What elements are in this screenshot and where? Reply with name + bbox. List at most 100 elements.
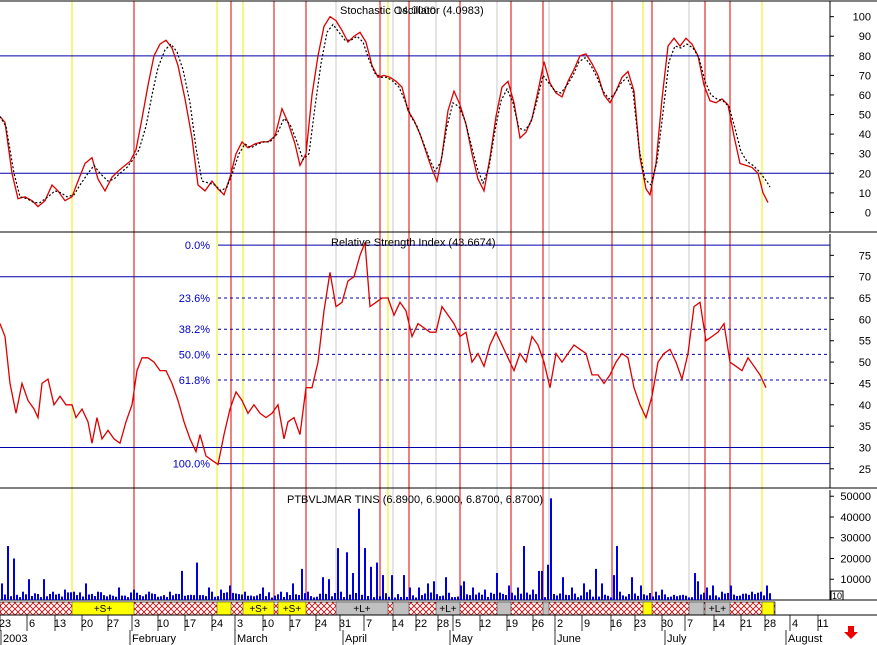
volume-bar — [289, 595, 291, 600]
volume-bar — [640, 585, 642, 600]
y-tick-label: 20000 — [840, 553, 871, 565]
volume-bar — [634, 593, 636, 600]
volume-bar — [688, 597, 690, 600]
series-line-k — [0, 15, 769, 208]
volume-bar — [154, 594, 156, 600]
scroll-down-arrow-icon[interactable] — [844, 626, 858, 639]
x-tick-label: 3 — [237, 618, 243, 630]
volume-bar — [196, 562, 198, 600]
volume-bar — [220, 589, 222, 600]
y-tick-label: 50 — [859, 110, 871, 122]
signal-label: +L+ — [353, 604, 370, 615]
volume-bar — [769, 593, 771, 600]
month-label: May — [452, 633, 473, 645]
volume-bar — [676, 596, 678, 600]
y-tick-label: 70 — [859, 70, 871, 82]
volume-bar — [406, 596, 408, 600]
volume-bar — [481, 594, 483, 600]
volume-bar — [127, 597, 129, 600]
volume-bar — [421, 595, 423, 600]
volume-bar — [541, 570, 543, 600]
x-tick-label: 4 — [792, 618, 798, 630]
volume-bar — [10, 596, 12, 600]
x-tick-label: 2 — [557, 618, 563, 630]
series-line-d — [0, 23, 771, 204]
volume-bar — [136, 592, 138, 600]
volume-bar — [601, 583, 603, 600]
volume-bar — [130, 592, 132, 600]
signal-label: +S+ — [249, 604, 268, 615]
volume-bar — [367, 596, 369, 600]
volume-bar — [241, 594, 243, 600]
volume-bar — [691, 597, 693, 600]
volume-bar — [292, 583, 294, 600]
x-tick-label: 23 — [0, 618, 11, 630]
volume-bar — [355, 593, 357, 600]
volume-bar — [712, 585, 714, 600]
volume-bar — [379, 596, 381, 600]
y-tick-label: 50 — [859, 357, 871, 369]
x-tick-label: 12 — [479, 618, 491, 630]
volume-bar — [436, 594, 438, 600]
volume-bar — [283, 597, 285, 600]
volume-bar — [736, 596, 738, 600]
volume-bar — [214, 596, 216, 600]
volume-bar — [568, 595, 570, 600]
volume-bar — [4, 594, 6, 600]
volume-bar — [22, 591, 24, 600]
volume-bar — [262, 587, 264, 600]
volume-bar — [349, 594, 351, 600]
volume-bar — [583, 583, 585, 600]
volume-bar — [331, 596, 333, 600]
x-tick-label: 27 — [107, 618, 119, 630]
volume-bar — [511, 592, 513, 600]
volume-bar — [325, 593, 327, 600]
volume-bar — [700, 594, 702, 600]
volume-bar — [217, 596, 219, 600]
volume-bar — [139, 595, 141, 600]
volume-bar — [286, 592, 288, 600]
volume-bar — [346, 552, 348, 600]
volume-bar — [628, 594, 630, 600]
x-tick-label: 26 — [532, 618, 544, 630]
volume-bar — [88, 594, 90, 600]
x-tick-label: 28 — [764, 618, 776, 630]
y-tick-label: 80 — [859, 51, 871, 63]
signal-block — [542, 601, 550, 616]
volume-bar — [553, 594, 555, 600]
month-label: August — [788, 633, 822, 645]
volume-bar — [760, 591, 762, 600]
month-label: July — [667, 633, 687, 645]
y-tick-label: 40000 — [840, 512, 871, 524]
y-tick-label: 30000 — [840, 533, 871, 545]
signal-block — [496, 601, 512, 616]
x-tick-label: 6 — [29, 618, 35, 630]
volume-bar — [589, 589, 591, 600]
volume-bar — [58, 593, 60, 600]
x-tick-label: 5 — [455, 618, 461, 630]
volume-bar — [181, 570, 183, 600]
volume-bar — [337, 548, 339, 600]
volume-bar — [259, 593, 261, 600]
volume-bar — [178, 594, 180, 600]
volume-bar — [28, 579, 30, 600]
volume-bar — [646, 595, 648, 600]
volume-bar — [763, 595, 765, 600]
fib-level-label: 50.0% — [179, 349, 210, 361]
x-axis: 23 6 13 20 27 3 10 17 24 3 10 17 24 31 7 14 22 28 5 12 19 26 2… — [0, 614, 877, 645]
volume-bar — [232, 592, 234, 600]
y-tick-label: 90 — [859, 31, 871, 43]
x-tick-label: 31 — [339, 618, 351, 630]
volume-bar — [697, 581, 699, 600]
volume-bar — [274, 595, 276, 600]
volume-bar — [508, 585, 510, 600]
volume-bar — [25, 594, 27, 600]
axis-box-label: 10 — [832, 591, 842, 601]
stoch-title-overlay: 14.0000 — [396, 5, 436, 17]
volume-bar — [19, 597, 21, 600]
volume-bar — [277, 594, 279, 600]
volume-bar — [475, 594, 477, 600]
volume-bar — [253, 596, 255, 600]
volume-bar — [316, 596, 318, 600]
x-tick-label: 7 — [687, 618, 693, 630]
